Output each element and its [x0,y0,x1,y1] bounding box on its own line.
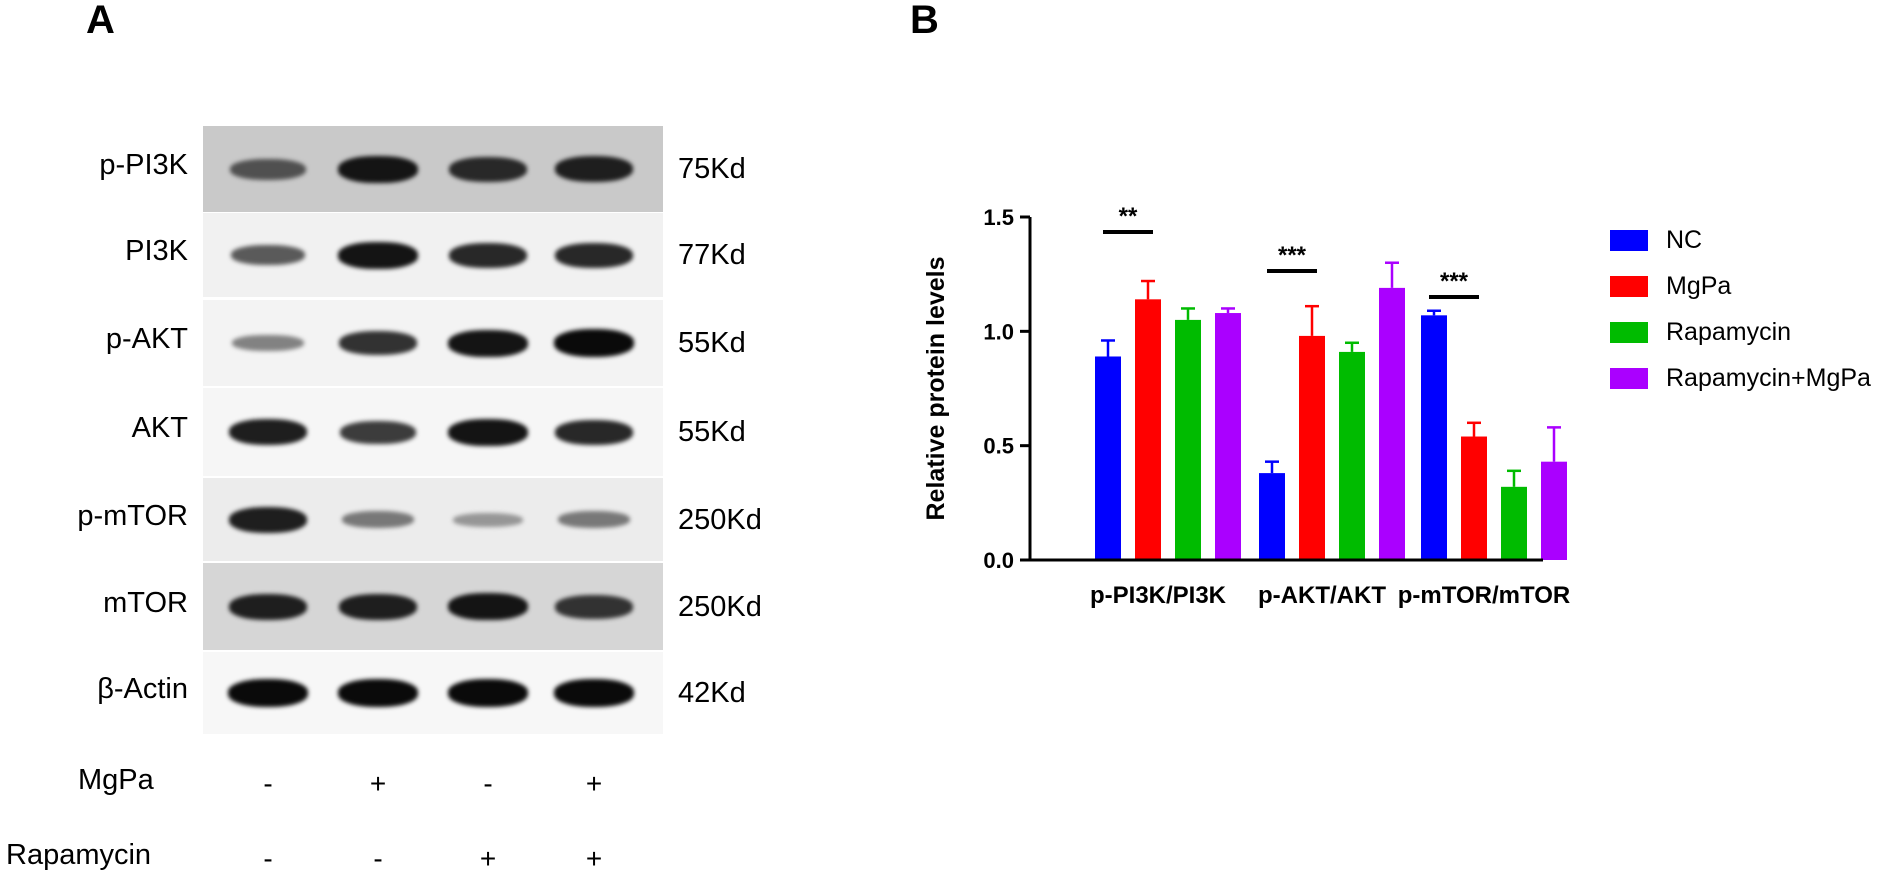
blot-mw-label: 75Kd [678,153,746,185]
condition-label: MgPa [78,764,154,796]
condition-sign: - [483,768,493,799]
blot-strip [203,563,663,650]
blot-protein-label: PI3K [125,235,188,267]
blot-band [232,335,304,351]
legend-label: MgPa [1666,272,1732,300]
condition-sign: + [369,768,387,799]
blot-band [338,241,418,269]
condition-sign: + [585,843,603,874]
blot-band [230,245,306,265]
blot-strip [203,478,663,561]
blot-band [554,329,634,357]
bar [1215,313,1241,560]
blot-band [449,242,527,268]
bar [1421,315,1447,560]
bar [1259,473,1285,560]
bar [1095,356,1121,560]
blot-band [555,419,633,445]
legend-label: NC [1666,226,1703,254]
bar [1135,299,1161,560]
blot-band [228,506,308,533]
bar [1461,436,1487,560]
blot-band [338,155,418,183]
condition-sign: - [373,843,383,874]
y-tick-label: 0.5 [983,434,1014,459]
significance-label: *** [1278,242,1307,269]
legend-item: MgPa [1610,272,1731,301]
blot-mw-label: 55Kd [678,327,746,359]
blot-band [230,158,306,180]
bar [1175,319,1201,560]
blot-band [448,679,528,707]
legend-item: NC [1610,226,1702,255]
blot-band [554,156,634,182]
blot-strip [203,126,663,212]
x-tick-label: p-PI3K/PI3K [1090,582,1227,609]
blot-band [341,511,415,528]
bar [1379,287,1405,560]
blot-band [448,418,528,446]
y-tick-label: 1.0 [983,319,1014,344]
blot-band [228,419,308,445]
bar [1501,486,1527,560]
condition-label: Rapamycin [6,839,152,871]
blot-band [339,331,417,355]
panel-a-label: A [86,0,115,42]
blot-band [555,242,633,268]
blot-band [228,679,308,707]
x-tick-label: p-mTOR/mTOR [1398,582,1570,609]
blot-strip [203,300,663,386]
blot-mw-label: 55Kd [678,416,746,448]
legend-item: Rapamycin [1610,318,1791,347]
blot-band [554,679,634,707]
blot-band [338,679,418,707]
y-axis-label: Relative protein levels [922,256,950,520]
blot-strip [203,388,663,476]
condition-sign: + [585,768,603,799]
blot-protein-label: mTOR [103,586,188,619]
legend-item: Rapamycin+MgPa [1610,364,1871,393]
blot-band [228,593,308,620]
significance-label: *** [1440,268,1469,295]
y-tick-label: 0.0 [983,548,1014,573]
blot-band [555,594,633,619]
blot-protein-label: p-mTOR [77,499,188,532]
y-tick-label: 1.5 [983,205,1014,230]
x-tick-label: p-AKT/AKT [1258,582,1386,609]
legend-label: Rapamycin+MgPa [1666,364,1871,392]
blot-mw-label: 250Kd [678,503,762,536]
bar [1541,461,1567,560]
significance-label: ** [1119,203,1138,230]
legend-swatch [1610,230,1648,251]
legend-swatch [1610,322,1648,343]
condition-sign: - [263,768,273,799]
blot-mw-label: 250Kd [678,590,762,623]
bar [1339,351,1365,560]
blot-protein-label: p-PI3K [99,149,188,181]
bar [1299,335,1325,560]
legend-label: Rapamycin [1666,318,1792,346]
legend-swatch [1610,276,1648,297]
blot-band [338,593,418,620]
legend-swatch [1610,368,1648,389]
blot-mw-label: 77Kd [678,239,746,271]
blot-protein-label: AKT [131,412,188,444]
blot-band [452,512,524,527]
blot-mw-label: 42Kd [678,677,746,709]
condition-sign: - [263,843,273,874]
blot-strip [203,213,663,297]
condition-sign: + [479,843,497,874]
blot-strip [203,652,663,734]
blot-band [339,420,417,444]
blot-protein-label: p-AKT [105,323,188,355]
blot-band [448,329,528,357]
panel-b-label: B [910,0,939,42]
blot-band [557,511,631,528]
blot-band [448,593,528,620]
blot-protein-label: β-Actin [97,673,188,705]
blot-band [449,156,527,182]
